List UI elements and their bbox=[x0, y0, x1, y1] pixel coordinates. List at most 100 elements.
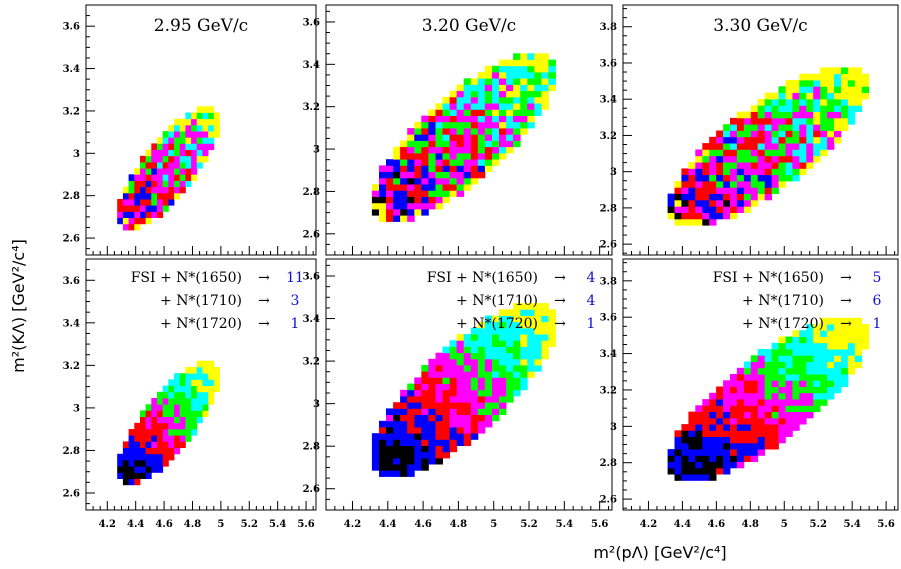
heatmap-cell bbox=[484, 346, 493, 354]
heatmap-cell bbox=[456, 383, 465, 391]
heatmap-cell bbox=[407, 209, 415, 216]
heatmap-cell bbox=[168, 441, 175, 448]
heatmap-cell bbox=[442, 451, 450, 459]
heatmap-cell bbox=[213, 367, 220, 374]
heatmap-cell bbox=[456, 427, 465, 434]
heatmap-cell bbox=[122, 453, 129, 461]
heatmap-cell bbox=[492, 402, 500, 409]
heatmap-cell bbox=[792, 117, 800, 125]
heatmap-cell bbox=[534, 59, 542, 67]
heatmap-cell bbox=[421, 433, 429, 440]
heatmap-cell bbox=[785, 92, 793, 100]
heatmap-cell bbox=[813, 80, 821, 87]
heatmap-cell bbox=[771, 136, 779, 144]
heatmap-cell bbox=[541, 84, 549, 92]
heatmap-cell bbox=[463, 165, 472, 172]
heatmap-cell bbox=[435, 420, 443, 428]
heatmap-cell bbox=[117, 466, 124, 473]
heatmap-cell bbox=[820, 67, 828, 75]
heatmap-cell bbox=[806, 111, 814, 119]
heatmap-cell bbox=[764, 117, 772, 125]
heatmap-cell bbox=[743, 430, 752, 437]
heatmap-cell bbox=[736, 143, 745, 150]
heatmap-cell bbox=[162, 385, 169, 393]
heatmap-cell bbox=[400, 171, 408, 179]
heatmap-cell bbox=[421, 420, 429, 428]
heatmap-cell bbox=[513, 53, 521, 60]
heatmap-cell bbox=[702, 162, 710, 169]
heatmap-cell bbox=[191, 118, 198, 126]
heatmap-cell bbox=[407, 146, 415, 154]
heatmap-cell bbox=[527, 78, 535, 85]
heatmap-cell bbox=[806, 349, 814, 356]
heatmap-cell bbox=[806, 355, 814, 362]
heatmap-cell bbox=[435, 171, 443, 179]
heatmap-cell bbox=[736, 386, 745, 394]
heatmap-cell bbox=[520, 109, 528, 116]
heatmap-cell bbox=[449, 128, 458, 135]
heatmap-cell bbox=[442, 371, 450, 378]
heatmap-cell bbox=[743, 149, 752, 157]
heatmap-cell bbox=[730, 374, 738, 381]
heatmap-cell bbox=[202, 367, 209, 374]
heatmap-cell bbox=[723, 143, 731, 150]
panel-bottom-1: 2.62.833.23.43.64.2 4.4 4.6 4.8 5 5.2 5.4 5.6FS… bbox=[63, 258, 317, 530]
heatmap-cell bbox=[702, 467, 710, 475]
heatmap-cell bbox=[702, 218, 710, 226]
heatmap-cell bbox=[386, 464, 394, 471]
heatmap-cell bbox=[861, 330, 870, 337]
panel-title: 3.20 GeV/c bbox=[422, 16, 516, 36]
x-tick-label: 5.6 bbox=[877, 519, 894, 530]
heatmap-cell bbox=[208, 124, 215, 132]
heatmap-cell bbox=[813, 361, 821, 369]
heatmap-cell bbox=[162, 180, 169, 188]
heatmap-cell bbox=[400, 146, 408, 154]
heatmap-cell bbox=[400, 445, 408, 453]
heatmap-cell bbox=[492, 121, 500, 129]
heatmap-cell bbox=[730, 455, 738, 462]
heatmap-cell bbox=[140, 192, 147, 200]
heatmap-cell bbox=[400, 184, 408, 191]
heatmap-cell bbox=[162, 398, 169, 405]
heatmap-cell bbox=[757, 355, 765, 362]
heatmap-cell bbox=[674, 455, 682, 462]
heatmap-cell bbox=[428, 171, 436, 179]
heatmap-cell bbox=[778, 399, 786, 406]
heatmap-cell bbox=[723, 181, 731, 188]
heatmap-cell bbox=[841, 336, 849, 344]
heatmap-cell bbox=[162, 174, 169, 181]
heatmap-cell bbox=[407, 215, 415, 222]
heatmap-cell bbox=[421, 159, 429, 166]
heatmap-cell bbox=[785, 124, 793, 131]
heatmap-cell bbox=[122, 192, 129, 200]
heatmap-cell bbox=[674, 449, 682, 456]
heatmap-cell bbox=[145, 435, 152, 442]
heatmap-cell bbox=[520, 303, 528, 310]
y-tick-label: 3 bbox=[313, 399, 320, 410]
heatmap-cell bbox=[442, 159, 450, 166]
heatmap-cell bbox=[750, 105, 759, 112]
heatmap-cell bbox=[191, 398, 198, 405]
heatmap-cell bbox=[179, 385, 186, 393]
heatmap-cell bbox=[813, 324, 821, 331]
heatmap-cell bbox=[484, 334, 493, 341]
heatmap-cell bbox=[813, 374, 821, 381]
heatmap-cell bbox=[157, 404, 164, 411]
heatmap-cell bbox=[709, 474, 717, 481]
heatmap-cell bbox=[778, 162, 786, 169]
heatmap-cell bbox=[813, 117, 821, 125]
heatmap-cell bbox=[499, 59, 507, 67]
heatmap-cell bbox=[799, 130, 807, 138]
heatmap-cell bbox=[162, 143, 169, 150]
heatmap-cell bbox=[414, 427, 422, 434]
heatmap-cell bbox=[520, 371, 528, 378]
heatmap-cell bbox=[674, 218, 682, 226]
heatmap-cell bbox=[435, 196, 443, 204]
heatmap-cell bbox=[140, 162, 147, 169]
heatmap-cell bbox=[407, 439, 415, 446]
heatmap-cell bbox=[820, 392, 828, 400]
heatmap-cell bbox=[834, 111, 842, 119]
heatmap-cell bbox=[527, 103, 535, 110]
heatmap-cell bbox=[548, 334, 556, 341]
heatmap-cell bbox=[771, 386, 779, 394]
